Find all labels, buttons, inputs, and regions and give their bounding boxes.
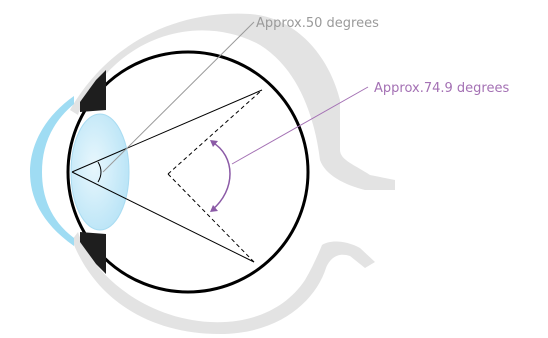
lens — [70, 113, 130, 231]
iris-upper — [80, 70, 106, 112]
angle-arc-large — [211, 141, 231, 211]
fov-line-lower — [71, 171, 255, 263]
leader-line-a — [102, 21, 255, 173]
arrowhead-lower — [210, 205, 218, 212]
angle-label-a: Approx.50 degrees — [256, 16, 379, 31]
angle-label-b: Approx.74.9 degrees — [374, 81, 509, 96]
dashed-line-upper — [167, 89, 263, 175]
leader-line-b — [231, 86, 369, 165]
angle-arc-small — [97, 161, 102, 183]
iris-lower — [80, 232, 106, 274]
arrowhead-upper — [210, 140, 218, 147]
sclera-band-lower — [72, 232, 375, 334]
sclera-band-upper — [70, 13, 395, 190]
cornea — [30, 96, 74, 246]
fov-line-upper — [71, 89, 263, 173]
eyeball-outline — [66, 50, 310, 294]
